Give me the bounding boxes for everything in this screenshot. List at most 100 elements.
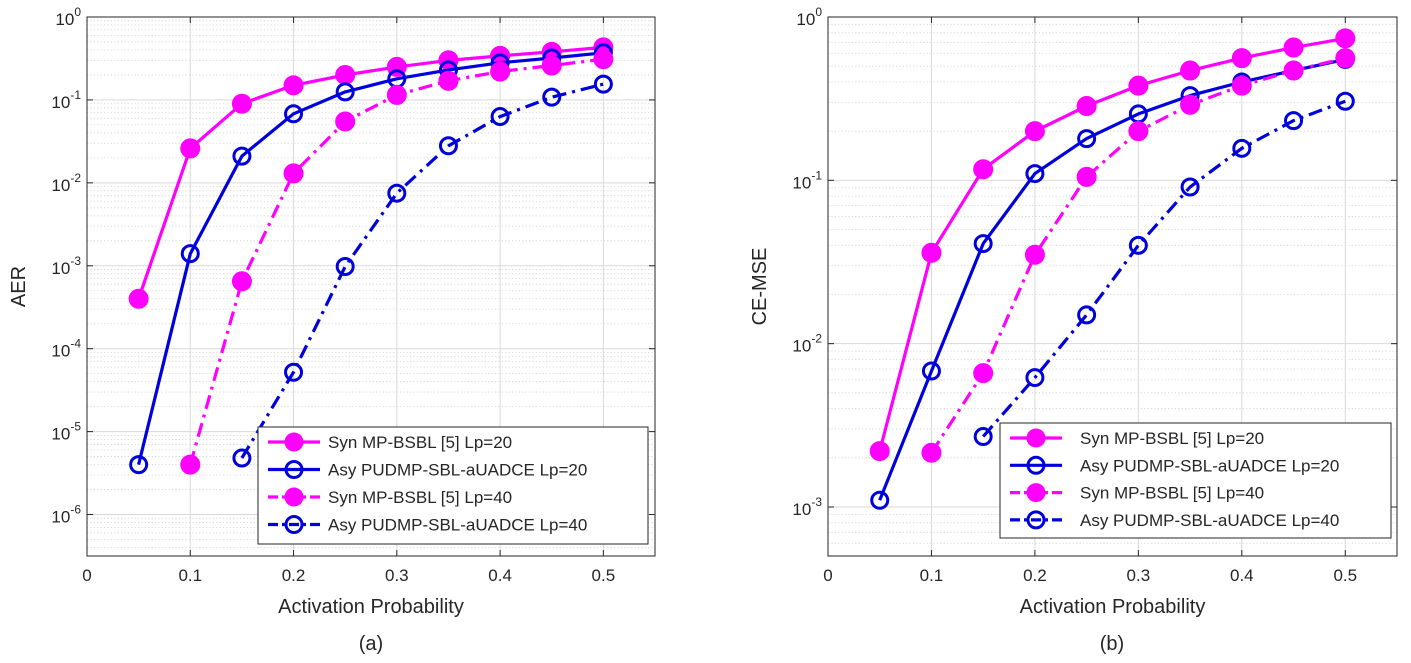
y-tick-label: 10-3 xyxy=(51,254,81,278)
data-point xyxy=(283,75,304,96)
data-point xyxy=(1024,244,1045,265)
data-point xyxy=(973,427,993,447)
x-tick-label: 0.1 xyxy=(178,566,202,585)
chart-panel-1: 0 0.1 0.2 0.3 0.4 0.5 100 10-1 10-2 10-3 Activatio… xyxy=(749,5,1398,655)
legend-marker xyxy=(1026,428,1046,448)
data-point xyxy=(1076,166,1097,187)
data-point xyxy=(490,61,511,82)
y-axis: 100 10-1 10-2 10-3 10-4 10-5 10-6 xyxy=(51,5,655,527)
legend-entry: Syn MP-BSBL [5] Lp=40 xyxy=(1010,483,1264,503)
legend: Syn MP-BSBL [5] Lp=20 Asy PUDMP-SBL-aUADC… xyxy=(257,426,649,545)
data-point xyxy=(1025,368,1045,388)
series-0 xyxy=(869,28,1356,462)
data-point xyxy=(438,70,459,91)
x-tick-label: 0.2 xyxy=(1023,566,1047,585)
x-tick-label: 0.3 xyxy=(1127,566,1151,585)
data-point xyxy=(1024,121,1045,142)
legend-marker xyxy=(284,460,304,479)
x-tick-label: 0.5 xyxy=(592,566,616,585)
data-point xyxy=(335,256,355,276)
data-point xyxy=(232,448,252,468)
data-point xyxy=(1128,235,1148,255)
series-3 xyxy=(232,74,613,468)
data-point xyxy=(1180,177,1200,197)
data-point xyxy=(387,183,407,203)
series-line xyxy=(137,45,604,300)
data-point xyxy=(1335,48,1356,69)
data-point xyxy=(1231,75,1252,96)
legend-entry: Syn MP-BSBL [5] Lp=20 xyxy=(1010,428,1264,448)
data-point xyxy=(180,454,201,475)
data-point xyxy=(1128,121,1149,142)
data-point xyxy=(1180,60,1201,81)
data-point xyxy=(128,288,149,309)
x-axis-title: Activation Probability xyxy=(278,596,464,618)
data-point xyxy=(1335,28,1356,49)
series-line xyxy=(878,57,1346,501)
data-point xyxy=(1077,129,1097,149)
axes-box xyxy=(827,16,1398,557)
legend-box xyxy=(999,422,1392,539)
chart-panel-0: 0 0.1 0.2 0.3 0.4 0.510010-110-210-310-410-51… xyxy=(8,5,656,655)
y-tick-label: 10-2 xyxy=(51,171,81,195)
x-axis-title: Activation Probability xyxy=(1020,596,1206,618)
data-point xyxy=(973,363,994,384)
legend-label: Asy PUDMP-SBL-aUADCE Lp=20 xyxy=(1080,456,1339,475)
data-point xyxy=(1335,91,1355,111)
data-point xyxy=(438,136,458,156)
data-point xyxy=(335,64,356,85)
data-point xyxy=(1128,75,1149,96)
y-tick-label: 10-6 xyxy=(51,503,81,527)
data-point xyxy=(1232,138,1252,158)
legend-label: Syn MP-BSBL [5] Lp=40 xyxy=(1080,484,1264,503)
data-point xyxy=(231,271,252,292)
data-point xyxy=(232,146,252,166)
x-tick-label: 0.1 xyxy=(920,566,944,585)
legend-box xyxy=(257,426,649,545)
series-group xyxy=(128,37,614,475)
data-point xyxy=(973,234,993,254)
legend-marker xyxy=(1026,483,1046,503)
data-point xyxy=(870,490,890,510)
y-tick-label: 10-1 xyxy=(792,168,822,192)
data-point xyxy=(1077,305,1097,325)
x-axis: 0 0.1 0.2 0.3 0.4 0.5 xyxy=(823,17,1357,585)
y-tick-label: 100 xyxy=(55,5,81,29)
data-point xyxy=(542,87,562,107)
data-point xyxy=(180,138,201,159)
data-point xyxy=(283,163,304,184)
y-tick-label: 10-1 xyxy=(51,88,81,112)
y-tick-label: 10-2 xyxy=(792,332,822,356)
data-point xyxy=(921,442,942,463)
legend-label: Asy PUDMP-SBL-aUADCE Lp=40 xyxy=(1080,511,1339,530)
legend-entry: Syn MP-BSBL [5] Lp=20 xyxy=(268,432,512,452)
legend-label: Syn MP-BSBL [5] Lp=20 xyxy=(1080,429,1264,448)
legend-marker xyxy=(1026,510,1046,530)
data-point xyxy=(490,107,510,127)
data-point xyxy=(1076,96,1097,117)
y-tick-label: 10-3 xyxy=(792,495,822,519)
data-point xyxy=(284,362,304,382)
y-axis: 100 10-1 10-2 10-3 xyxy=(792,5,1397,519)
data-point xyxy=(1284,111,1304,131)
data-point xyxy=(593,49,614,70)
data-point xyxy=(973,159,994,180)
y-tick-label: 10-4 xyxy=(51,337,81,361)
series-2 xyxy=(180,49,614,475)
data-point xyxy=(335,82,355,102)
data-point xyxy=(284,104,304,124)
legend-label: Syn MP-BSBL [5] Lp=20 xyxy=(328,433,512,452)
legend-marker xyxy=(1026,455,1046,475)
data-point xyxy=(921,361,941,381)
legend-entry: Asy PUDMP-SBL-aUADCE Lp=40 xyxy=(268,515,587,535)
y-tick-label: 100 xyxy=(796,5,822,29)
data-point xyxy=(180,244,200,264)
data-point xyxy=(1283,60,1304,81)
y-axis-title: AER xyxy=(8,266,30,307)
series-group xyxy=(869,28,1356,510)
data-point xyxy=(921,242,942,263)
legend-label: Syn MP-BSBL [5] Lp=40 xyxy=(328,488,512,507)
data-point xyxy=(869,441,890,462)
x-tick-label: 0.5 xyxy=(1333,566,1357,585)
